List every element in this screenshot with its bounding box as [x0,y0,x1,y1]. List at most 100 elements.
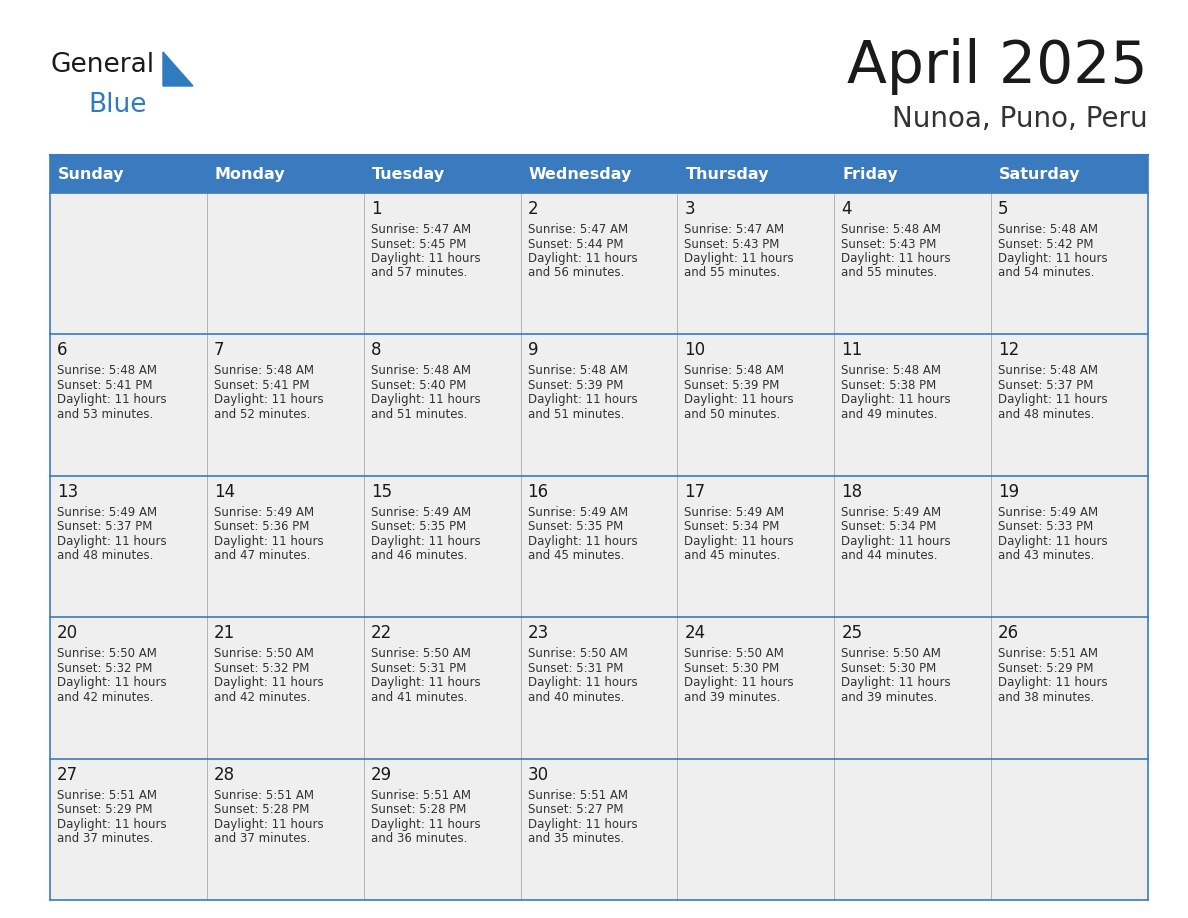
Text: Daylight: 11 hours: Daylight: 11 hours [57,818,166,831]
Text: Sunset: 5:35 PM: Sunset: 5:35 PM [527,521,623,533]
Text: Sunrise: 5:48 AM: Sunrise: 5:48 AM [371,364,470,377]
Text: Sunrise: 5:50 AM: Sunrise: 5:50 AM [214,647,314,660]
Text: Sunday: Sunday [58,166,125,182]
Text: 15: 15 [371,483,392,501]
Text: Sunrise: 5:48 AM: Sunrise: 5:48 AM [214,364,314,377]
Text: Sunset: 5:43 PM: Sunset: 5:43 PM [684,238,779,251]
Text: and 39 minutes.: and 39 minutes. [684,690,781,704]
Bar [991,476,1148,617]
Text: and 53 minutes.: and 53 minutes. [57,408,153,420]
Text: April 2025: April 2025 [847,38,1148,95]
Text: Tuesday: Tuesday [372,166,444,182]
Text: Wednesday: Wednesday [529,166,632,182]
Text: 7: 7 [214,341,225,360]
Text: 8: 8 [371,341,381,360]
Bar [364,476,520,617]
Text: General: General [50,52,154,78]
Text: and 55 minutes.: and 55 minutes. [841,266,937,279]
Text: Daylight: 11 hours: Daylight: 11 hours [527,394,637,407]
Text: Daylight: 11 hours: Daylight: 11 hours [684,394,794,407]
Text: 10: 10 [684,341,706,360]
Bar [364,617,520,758]
Text: Sunrise: 5:49 AM: Sunrise: 5:49 AM [527,506,627,519]
Text: Daylight: 11 hours: Daylight: 11 hours [684,677,794,689]
Bar [677,334,834,476]
Bar [207,758,364,900]
Bar [834,758,991,900]
Text: and 38 minutes.: and 38 minutes. [998,690,1094,704]
Bar [207,476,364,617]
Text: Sunrise: 5:49 AM: Sunrise: 5:49 AM [214,506,314,519]
Text: Sunset: 5:28 PM: Sunset: 5:28 PM [214,803,309,816]
Bar [677,193,834,334]
Text: Sunrise: 5:51 AM: Sunrise: 5:51 AM [371,789,470,801]
Text: Daylight: 11 hours: Daylight: 11 hours [998,535,1107,548]
Text: 2: 2 [527,200,538,218]
Text: Daylight: 11 hours: Daylight: 11 hours [998,677,1107,689]
Bar [364,334,520,476]
Text: Sunset: 5:41 PM: Sunset: 5:41 PM [214,379,309,392]
Text: Sunrise: 5:51 AM: Sunrise: 5:51 AM [998,647,1098,660]
Text: 30: 30 [527,766,549,784]
Text: 23: 23 [527,624,549,643]
Text: Sunrise: 5:48 AM: Sunrise: 5:48 AM [841,364,941,377]
Text: Sunrise: 5:50 AM: Sunrise: 5:50 AM [371,647,470,660]
Text: and 56 minutes.: and 56 minutes. [527,266,624,279]
Text: Daylight: 11 hours: Daylight: 11 hours [684,535,794,548]
Bar [991,155,1148,193]
Text: Daylight: 11 hours: Daylight: 11 hours [57,535,166,548]
Text: Sunset: 5:34 PM: Sunset: 5:34 PM [684,521,779,533]
Text: 29: 29 [371,766,392,784]
Text: Daylight: 11 hours: Daylight: 11 hours [684,252,794,265]
Bar [364,758,520,900]
Bar [364,155,520,193]
Text: Sunset: 5:36 PM: Sunset: 5:36 PM [214,521,309,533]
Bar [834,193,991,334]
Text: Daylight: 11 hours: Daylight: 11 hours [841,677,950,689]
Text: and 57 minutes.: and 57 minutes. [371,266,467,279]
Text: Saturday: Saturday [999,166,1081,182]
Text: and 47 minutes.: and 47 minutes. [214,549,310,563]
Text: and 55 minutes.: and 55 minutes. [684,266,781,279]
Text: 3: 3 [684,200,695,218]
Text: Sunrise: 5:51 AM: Sunrise: 5:51 AM [527,789,627,801]
Text: and 37 minutes.: and 37 minutes. [214,832,310,845]
Text: Sunset: 5:41 PM: Sunset: 5:41 PM [57,379,152,392]
Bar [834,334,991,476]
Text: and 46 minutes.: and 46 minutes. [371,549,467,563]
Text: Sunset: 5:32 PM: Sunset: 5:32 PM [57,662,152,675]
Bar [834,476,991,617]
Text: 25: 25 [841,624,862,643]
Text: and 42 minutes.: and 42 minutes. [214,690,310,704]
Bar [834,617,991,758]
Text: Sunset: 5:35 PM: Sunset: 5:35 PM [371,521,466,533]
Text: Sunset: 5:28 PM: Sunset: 5:28 PM [371,803,466,816]
Text: and 43 minutes.: and 43 minutes. [998,549,1094,563]
Text: Blue: Blue [88,92,146,118]
Text: Sunrise: 5:47 AM: Sunrise: 5:47 AM [527,223,627,236]
Bar [991,193,1148,334]
Text: Sunset: 5:34 PM: Sunset: 5:34 PM [841,521,936,533]
Text: and 35 minutes.: and 35 minutes. [527,832,624,845]
Text: Sunrise: 5:50 AM: Sunrise: 5:50 AM [527,647,627,660]
Text: Sunrise: 5:49 AM: Sunrise: 5:49 AM [841,506,941,519]
Text: Sunset: 5:42 PM: Sunset: 5:42 PM [998,238,1094,251]
Bar [677,758,834,900]
Text: 27: 27 [57,766,78,784]
Text: 19: 19 [998,483,1019,501]
Text: 4: 4 [841,200,852,218]
Bar [207,155,364,193]
Text: and 51 minutes.: and 51 minutes. [527,408,624,420]
Text: Nunoa, Puno, Peru: Nunoa, Puno, Peru [892,105,1148,133]
Text: Daylight: 11 hours: Daylight: 11 hours [57,677,166,689]
Text: 6: 6 [57,341,68,360]
Text: Sunrise: 5:48 AM: Sunrise: 5:48 AM [684,364,784,377]
Text: Daylight: 11 hours: Daylight: 11 hours [998,394,1107,407]
Text: and 48 minutes.: and 48 minutes. [998,408,1094,420]
Text: Sunset: 5:27 PM: Sunset: 5:27 PM [527,803,623,816]
Text: 28: 28 [214,766,235,784]
Bar [520,193,677,334]
Text: Thursday: Thursday [685,166,769,182]
Text: Daylight: 11 hours: Daylight: 11 hours [371,818,480,831]
Text: and 51 minutes.: and 51 minutes. [371,408,467,420]
